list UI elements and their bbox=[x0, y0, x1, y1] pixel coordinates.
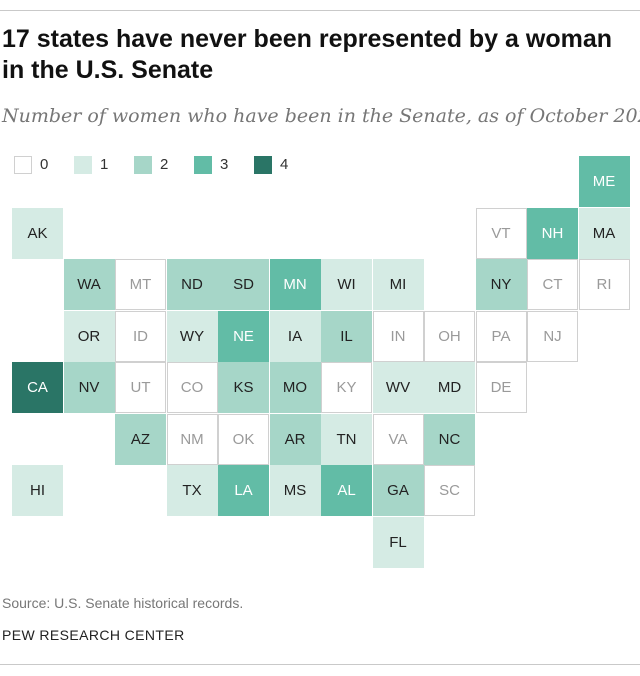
brand-logo-text: PEW RESEARCH CENTER bbox=[2, 627, 185, 643]
state-tile-nh: NH bbox=[527, 207, 578, 259]
state-tile-wv: WV bbox=[372, 362, 424, 413]
state-tile-sd: SD bbox=[218, 259, 269, 310]
state-tile-md: MD bbox=[424, 362, 475, 413]
state-tile-tn: TN bbox=[321, 413, 372, 465]
state-tile-nv: NV bbox=[63, 362, 115, 413]
source-note: Source: U.S. Senate historical records. bbox=[2, 595, 244, 611]
state-tile-mt: MT bbox=[115, 259, 166, 310]
state-tile-al: AL bbox=[321, 465, 372, 516]
state-tile-ak: AK bbox=[12, 207, 63, 259]
state-tile-vt: VT bbox=[475, 207, 527, 259]
state-tile-de: DE bbox=[475, 362, 527, 413]
state-tile-va: VA bbox=[372, 413, 424, 465]
state-tile-pa: PA bbox=[475, 310, 527, 362]
state-tile-co: CO bbox=[166, 362, 218, 413]
state-tile-mi: MI bbox=[372, 259, 424, 310]
state-tile-ms: MS bbox=[269, 465, 321, 516]
state-tile-wa: WA bbox=[63, 259, 115, 310]
legend-label: 4 bbox=[280, 156, 289, 173]
state-tile-nc: NC bbox=[424, 413, 475, 465]
state-tile-ne: NE bbox=[218, 310, 269, 362]
state-tile-in: IN bbox=[372, 310, 424, 362]
state-tile-ri: RI bbox=[578, 259, 630, 310]
state-tile-ct: CT bbox=[527, 259, 578, 310]
state-tile-me: ME bbox=[578, 156, 630, 207]
legend-swatch bbox=[134, 156, 152, 174]
state-tile-ny: NY bbox=[475, 259, 527, 310]
state-tile-ar: AR bbox=[269, 413, 321, 465]
state-tile-ca: CA bbox=[12, 362, 63, 413]
state-tile-ut: UT bbox=[115, 362, 166, 413]
chart-subtitle: Number of women who have been in the Sen… bbox=[2, 105, 640, 127]
state-tile-ok: OK bbox=[218, 413, 269, 465]
state-tile-mo: MO bbox=[269, 362, 321, 413]
legend-swatch bbox=[254, 156, 272, 174]
state-tile-ga: GA bbox=[372, 465, 424, 516]
legend-item-2: 2 bbox=[134, 155, 168, 175]
state-tile-wy: WY bbox=[166, 310, 218, 362]
state-tile-az: AZ bbox=[115, 413, 166, 465]
state-tile-wi: WI bbox=[321, 259, 372, 310]
state-tile-nj: NJ bbox=[527, 310, 578, 362]
legend-item-3: 3 bbox=[194, 155, 228, 175]
legend-swatch bbox=[14, 156, 32, 174]
legend-label: 1 bbox=[100, 156, 109, 173]
state-tile-hi: HI bbox=[12, 465, 63, 516]
state-tile-tx: TX bbox=[166, 465, 218, 516]
legend-item-0: 0 bbox=[14, 155, 48, 175]
legend-item-4: 4 bbox=[254, 155, 288, 175]
legend-item-1: 1 bbox=[74, 155, 108, 175]
chart-title: 17 states have never been represented by… bbox=[2, 25, 612, 84]
state-tile-la: LA bbox=[218, 465, 269, 516]
legend-swatch bbox=[74, 156, 92, 174]
legend-label: 3 bbox=[220, 156, 229, 173]
state-tile-ks: KS bbox=[218, 362, 269, 413]
state-tile-ky: KY bbox=[321, 362, 372, 413]
state-tile-fl: FL bbox=[372, 516, 424, 568]
legend-label: 0 bbox=[40, 156, 49, 173]
state-tile-nm: NM bbox=[166, 413, 218, 465]
bottom-rule bbox=[0, 664, 640, 665]
legend-label: 2 bbox=[160, 156, 169, 173]
state-tile-or: OR bbox=[63, 310, 115, 362]
state-tile-id: ID bbox=[115, 310, 166, 362]
state-tile-sc: SC bbox=[424, 465, 475, 516]
state-tile-oh: OH bbox=[424, 310, 475, 362]
state-tile-ma: MA bbox=[578, 207, 630, 259]
legend-swatch bbox=[194, 156, 212, 174]
state-tile-il: IL bbox=[321, 310, 372, 362]
state-tile-ia: IA bbox=[269, 310, 321, 362]
state-tile-nd: ND bbox=[166, 259, 218, 310]
state-tile-mn: MN bbox=[269, 259, 321, 310]
top-rule bbox=[0, 10, 640, 11]
